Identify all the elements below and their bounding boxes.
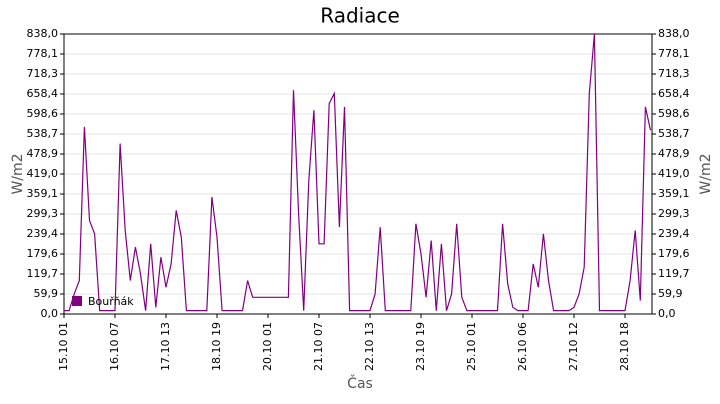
y2-tick-label: 299,3 xyxy=(658,207,690,220)
y2-tick-label: 538,7 xyxy=(658,127,690,140)
x-tick-label: 25.10 01 xyxy=(465,322,478,371)
y-tick-label: 658,4 xyxy=(27,87,59,100)
y-tick-label: 838,0 xyxy=(27,27,59,40)
line-series xyxy=(64,33,652,312)
y2-tick-label: 359,1 xyxy=(658,187,690,200)
x-tick-label: 23.10 19 xyxy=(414,322,427,371)
legend-swatch xyxy=(72,296,82,306)
y2-tick-label: 478,9 xyxy=(658,147,690,160)
y2-tick-label: 0,0 xyxy=(658,307,676,320)
y-axis-label: W/m2 xyxy=(10,153,26,194)
y-tick-label: 359,1 xyxy=(27,187,59,200)
x-tick-label: 27.10 12 xyxy=(567,322,580,371)
y-tick-label: 239,4 xyxy=(27,227,59,240)
y-tick-label: 299,3 xyxy=(27,207,59,220)
y2-tick-label: 658,4 xyxy=(658,87,690,100)
y2-tick-label: 59,9 xyxy=(658,287,683,300)
y2-tick-label: 598,6 xyxy=(658,107,690,120)
y-tick-label: 179,6 xyxy=(27,247,59,260)
x-tick-label: 16.10 07 xyxy=(108,322,121,371)
y-tick-label: 0,0 xyxy=(41,307,59,320)
y-tick-label: 419,0 xyxy=(27,167,59,180)
y2-tick-label: 179,6 xyxy=(658,247,690,260)
y2-tick-label: 119,7 xyxy=(658,267,690,280)
x-tick-label: 15.10 01 xyxy=(57,322,70,371)
x-tick-label: 20.10 01 xyxy=(261,322,274,371)
x-tick-label: 22.10 13 xyxy=(363,322,376,371)
y-tick-label: 598,6 xyxy=(27,107,59,120)
y-tick-label: 59,9 xyxy=(34,287,59,300)
y-tick-label: 478,9 xyxy=(27,147,59,160)
y2-tick-label: 778,1 xyxy=(658,47,690,60)
x-tick-label: 18.10 19 xyxy=(210,322,223,371)
y-tick-label: 778,1 xyxy=(27,47,59,60)
y2-tick-label: 239,4 xyxy=(658,227,690,240)
y2-tick-label: 419,0 xyxy=(658,167,690,180)
y2-tick-label: 838,0 xyxy=(658,27,690,40)
chart-title: Radiace xyxy=(320,4,400,28)
plot-frame xyxy=(63,33,653,315)
y-tick-label: 538,7 xyxy=(27,127,59,140)
y2-tick-label: 718,3 xyxy=(658,67,690,80)
x-tick-label: 21.10 07 xyxy=(312,322,325,371)
x-tick-label: 28.10 18 xyxy=(618,322,631,371)
x-tick-label: 17.10 13 xyxy=(159,322,172,371)
y-tick-label: 718,3 xyxy=(27,67,59,80)
x-axis-label: Čas xyxy=(347,374,373,392)
y2-axis-label: W/m2 xyxy=(698,153,714,194)
legend-label: Bouřňák xyxy=(88,295,134,308)
y-tick-label: 119,7 xyxy=(27,267,59,280)
x-tick-label: 26.10 06 xyxy=(516,322,529,371)
